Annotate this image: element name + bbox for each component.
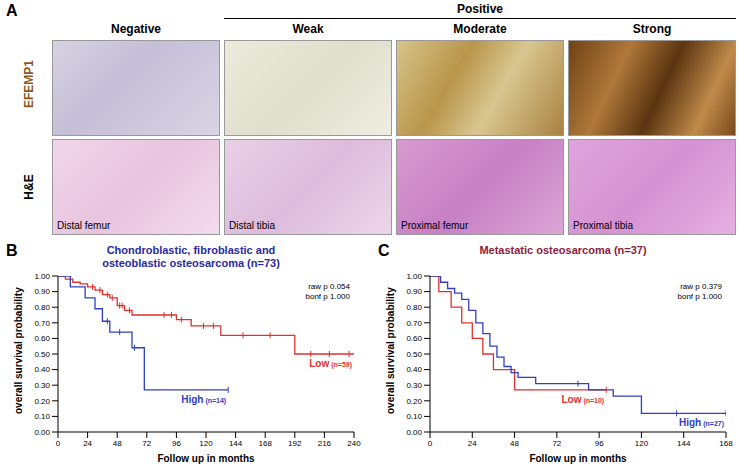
svg-text:0.40: 0.40 (34, 365, 50, 374)
html-text:Strong: Strong (632, 22, 672, 36)
html-text:Distal tibia: Distal tibia (229, 220, 276, 231)
svg-text:0.70: 0.70 (406, 319, 422, 328)
html-text:raw p 0.379: raw p 0.379 (680, 282, 722, 291)
svg-text:144: 144 (229, 439, 243, 448)
html-text:raw p 0.054: raw p 0.054 (308, 282, 350, 291)
svg-text:72: 72 (552, 439, 561, 448)
svg-text:0.20: 0.20 (406, 397, 422, 406)
svg-text:0.90: 0.90 (34, 287, 50, 296)
svg-text:48: 48 (113, 439, 122, 448)
html-text:B: B (6, 242, 18, 259)
svg-text:0.50: 0.50 (34, 350, 50, 359)
svg-text:0.10: 0.10 (406, 412, 422, 421)
svg-text:1.00: 1.00 (406, 272, 422, 281)
svg-text:0.10: 0.10 (34, 412, 50, 421)
svg-text:0: 0 (428, 439, 433, 448)
svg-text:0.70: 0.70 (34, 319, 50, 328)
svg-text:96: 96 (172, 439, 181, 448)
html-text:Proximal tibia: Proximal tibia (573, 220, 633, 231)
svg-text:0.60: 0.60 (406, 334, 422, 343)
html-text:H&E: H&E (22, 174, 36, 200)
svg-text:0: 0 (56, 439, 61, 448)
svg-text:overall survival probability: overall survival probability (13, 287, 24, 414)
html-text:EFEMP1: EFEMP1 (22, 60, 36, 108)
svg-text:overall survival probability: overall survival probability (385, 287, 396, 414)
svg-text:168: 168 (259, 439, 273, 448)
svg-text:0.50: 0.50 (406, 350, 422, 359)
svg-text:240: 240 (347, 439, 361, 448)
html-text:Distal femur: Distal femur (57, 220, 111, 231)
svg-text:0.30: 0.30 (406, 381, 422, 390)
svg-text:Follow up in months: Follow up in months (157, 453, 255, 464)
svg-text:24: 24 (468, 439, 477, 448)
svg-text:Follow up in months: Follow up in months (529, 453, 627, 464)
svg-text:High (n=27): High (n=27) (679, 417, 724, 428)
svg-text:168: 168 (719, 439, 733, 448)
html-text:Weak: Weak (292, 22, 324, 36)
svg-text:192: 192 (288, 439, 302, 448)
svg-text:1.00: 1.00 (34, 272, 50, 281)
svg-text:0.00: 0.00 (406, 428, 422, 437)
svg-text:24: 24 (83, 439, 92, 448)
html-text:C: C (378, 242, 390, 259)
svg-text:216: 216 (318, 439, 332, 448)
svg-text:144: 144 (677, 439, 691, 448)
svg-text:0.20: 0.20 (34, 397, 50, 406)
svg-text:0.30: 0.30 (34, 381, 50, 390)
svg-text:High (n=14): High (n=14) (181, 394, 226, 405)
svg-text:0.80: 0.80 (34, 303, 50, 312)
html-text:Proximal femur: Proximal femur (401, 220, 469, 231)
html-text:Metastatic osteosarcoma (n=37): Metastatic osteosarcoma (n=37) (479, 244, 647, 256)
html-text:bonf p 1.000: bonf p 1.000 (305, 292, 350, 301)
svg-text:96: 96 (595, 439, 604, 448)
svg-text:0.00: 0.00 (34, 428, 50, 437)
svg-text:48: 48 (510, 439, 519, 448)
html-text:Moderate: Moderate (453, 22, 507, 36)
html-text:bonf p 1.000: bonf p 1.000 (677, 292, 722, 301)
svg-text:0.90: 0.90 (406, 287, 422, 296)
svg-text:120: 120 (199, 439, 213, 448)
svg-text:Low (n=59): Low (n=59) (309, 358, 352, 369)
svg-text:0.60: 0.60 (34, 334, 50, 343)
html-text:Negative: Negative (111, 22, 161, 36)
html-text:Chondroblastic, fibroblastic a: Chondroblastic, fibroblastic and osteobl… (102, 244, 280, 269)
svg-text:120: 120 (635, 439, 649, 448)
svg-text:0.40: 0.40 (406, 365, 422, 374)
html-text:A: A (6, 2, 18, 19)
svg-text:0.80: 0.80 (406, 303, 422, 312)
svg-text:72: 72 (142, 439, 151, 448)
svg-text:Low (n=10): Low (n=10) (561, 394, 604, 405)
html-text:Positive: Positive (457, 2, 503, 16)
